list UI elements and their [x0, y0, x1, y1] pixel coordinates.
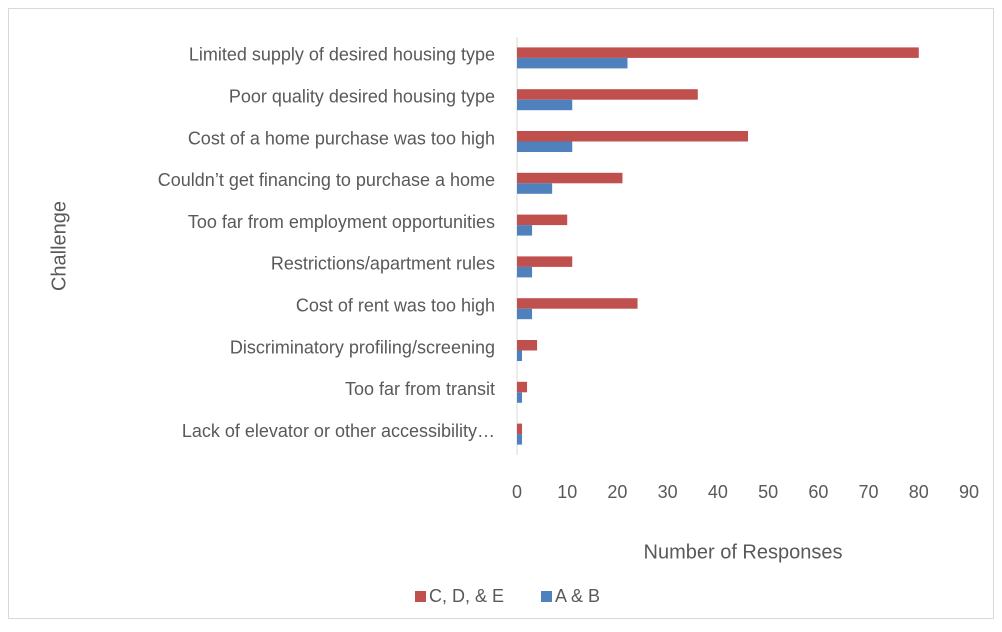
y-tick-label: Cost of a home purchase was too high — [188, 128, 495, 148]
x-tick-label: 40 — [708, 482, 728, 502]
bar — [517, 141, 573, 152]
y-tick-label: Discriminatory profiling/screening — [230, 337, 495, 357]
bar — [517, 89, 698, 100]
y-tick-label: Limited supply of desired housing type — [189, 45, 495, 65]
bar — [517, 256, 573, 267]
bar — [517, 47, 919, 58]
bar — [517, 172, 623, 184]
legend-label: A & B — [555, 586, 600, 606]
legend-swatch — [541, 591, 552, 602]
bar — [517, 266, 533, 278]
bar — [517, 183, 553, 194]
y-tick-label: Lack of elevator or other accessibility… — [182, 421, 495, 441]
legend-label: C, D, & E — [429, 586, 504, 606]
y-tick-label: Too far from transit — [345, 379, 495, 399]
chart-frame — [8, 8, 994, 619]
bar — [517, 225, 533, 236]
bar — [517, 350, 523, 361]
x-tick-label: 30 — [658, 482, 678, 502]
bar — [517, 298, 638, 309]
x-tick-label: 10 — [557, 482, 577, 502]
y-tick-label: Restrictions/apartment rules — [271, 254, 495, 274]
bar — [517, 57, 628, 69]
bar — [517, 131, 749, 142]
y-tick-label: Poor quality desired housing type — [229, 86, 495, 106]
x-tick-label: 60 — [808, 482, 828, 502]
x-tick-label: 90 — [959, 482, 979, 502]
bar — [517, 340, 538, 351]
x-tick-label: 50 — [758, 482, 778, 502]
x-tick-label: 80 — [909, 482, 929, 502]
y-tick-label: Cost of rent was too high — [296, 295, 495, 315]
y-tick-label: Couldn’t get financing to purchase a hom… — [158, 170, 495, 190]
bar — [517, 392, 523, 403]
x-tick-label: 20 — [607, 482, 627, 502]
y-tick-label: Too far from employment opportunities — [188, 212, 495, 232]
bar — [517, 308, 533, 320]
x-axis-title: Number of Responses — [644, 541, 843, 563]
x-tick-label: 0 — [512, 482, 522, 502]
bar — [517, 381, 528, 393]
bar — [517, 214, 568, 226]
bar — [517, 434, 523, 445]
x-tick-label: 70 — [859, 482, 879, 502]
bar — [517, 99, 573, 111]
legend-swatch — [415, 591, 426, 602]
y-axis-title: Challenge — [48, 201, 70, 291]
bar — [517, 423, 523, 435]
